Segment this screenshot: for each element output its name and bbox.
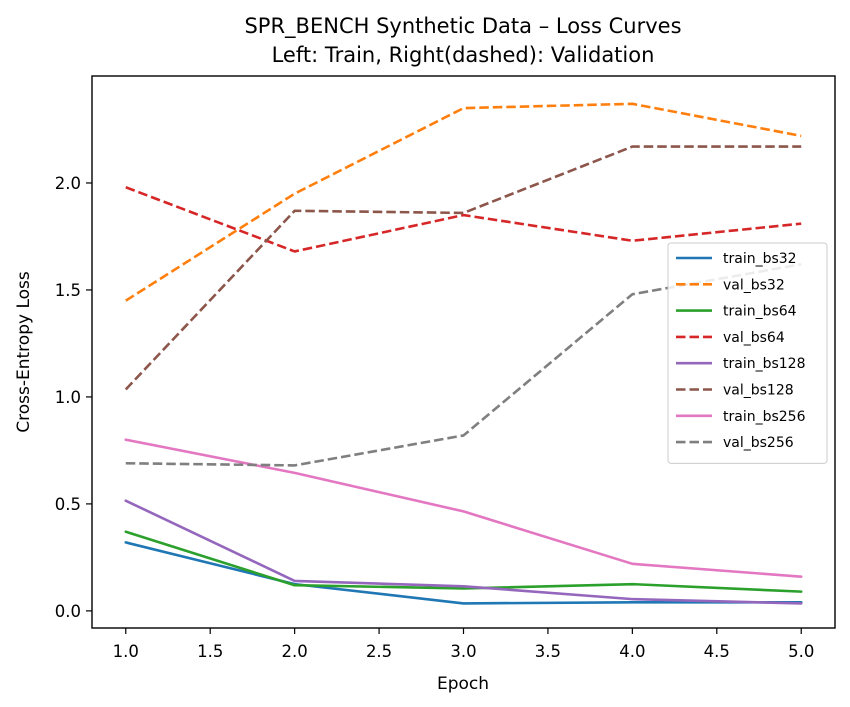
legend-label-train_bs128: train_bs128 [723, 356, 806, 372]
y-tick-label: 0.5 [55, 495, 81, 514]
legend-label-val_bs256: val_bs256 [723, 435, 794, 451]
data-point-val_bs128-3 [462, 212, 465, 215]
legend-label-val_bs64: val_bs64 [723, 330, 785, 346]
data-point-train_bs32-3 [462, 602, 465, 605]
y-tick-label: 1.0 [55, 388, 81, 407]
series-line-train_bs32 [124, 541, 803, 605]
legend-label-train_bs64: train_bs64 [723, 304, 797, 320]
data-point-val_bs64-1 [124, 186, 127, 189]
data-point-val_bs128-4 [631, 145, 634, 148]
series-line-val_bs64 [125, 186, 802, 253]
data-point-val_bs64-5 [800, 222, 803, 225]
data-point-train_bs128-4 [631, 598, 634, 601]
data-point-val_bs32-2 [293, 192, 296, 195]
series-line-val_bs128 [124, 145, 802, 391]
data-point-val_bs128-1 [124, 388, 127, 391]
data-point-train_bs256-5 [800, 575, 803, 578]
data-point-val_bs32-4 [631, 103, 634, 106]
data-point-train_bs64-1 [124, 530, 127, 533]
data-point-train_bs128-5 [800, 602, 803, 605]
data-point-val_bs256-3 [462, 434, 465, 437]
data-point-train_bs64-5 [800, 590, 803, 593]
y-tick-label: 1.5 [55, 281, 81, 300]
x-tick-label: 3.5 [535, 642, 561, 661]
legend-label-val_bs32: val_bs32 [723, 277, 785, 293]
series-line-val_bs256 [125, 262, 802, 467]
data-point-val_bs64-2 [293, 250, 296, 253]
series-line-train_bs256 [124, 438, 803, 578]
chart-title: SPR_BENCH Synthetic Data – Loss Curves [244, 14, 681, 39]
series-line-train_bs128 [124, 499, 803, 605]
x-tick-label: 4.5 [704, 642, 730, 661]
series-line-train_bs64 [124, 530, 803, 593]
data-point-train_bs256-3 [462, 510, 465, 513]
data-point-val_bs32-3 [462, 107, 465, 110]
data-point-val_bs256-2 [293, 464, 296, 467]
data-point-val_bs256-1 [124, 462, 127, 465]
data-point-train_bs256-4 [631, 563, 634, 566]
y-tick-label: 0.0 [55, 602, 81, 621]
data-point-val_bs32-5 [800, 135, 803, 138]
series-layer [124, 102, 803, 605]
chart-subtitle: Left: Train, Right(dashed): Validation [272, 43, 655, 67]
data-point-train_bs32-1 [124, 541, 127, 544]
series-line-val_bs32 [125, 102, 802, 302]
data-point-train_bs64-4 [631, 583, 634, 586]
x-tick-label: 1.0 [113, 642, 139, 661]
data-point-train_bs256-2 [293, 472, 296, 475]
data-point-train_bs256-1 [124, 438, 127, 441]
data-point-train_bs128-1 [124, 499, 127, 502]
x-axis-label: Epoch [437, 674, 489, 694]
x-tick-label: 1.5 [197, 642, 223, 661]
legend-box [667, 242, 828, 464]
data-point-train_bs128-3 [462, 585, 465, 588]
data-point-val_bs256-4 [631, 293, 634, 296]
x-axis-ticks: 1.0 1.5 2.0 2.5 3.0 3.5 4.0 4.5 5.0 [113, 628, 814, 661]
y-tick-label: 2.0 [55, 174, 81, 193]
data-point-val_bs32-1 [124, 299, 127, 302]
legend-label-val_bs128: val_bs128 [723, 383, 794, 399]
data-point-train_bs128-2 [293, 580, 296, 583]
data-point-val_bs128-5 [800, 145, 803, 148]
legend-label-train_bs256: train_bs256 [723, 409, 806, 425]
data-point-train_bs32-4 [631, 601, 634, 604]
x-tick-label: 4.0 [619, 642, 645, 661]
x-tick-label: 2.0 [282, 642, 308, 661]
data-point-val_bs64-4 [631, 239, 634, 242]
y-axis-label: Cross-Entropy Loss [14, 271, 34, 433]
y-axis-ticks: 0.0 0.5 1.0 1.5 2.0 [55, 174, 92, 621]
legend-label-train_bs32: train_bs32 [723, 251, 797, 267]
x-tick-label: 5.0 [788, 642, 814, 661]
data-point-train_bs64-2 [293, 584, 296, 587]
data-point-val_bs128-2 [293, 209, 296, 212]
x-tick-label: 3.0 [450, 642, 476, 661]
legend: train_bs32 val_bs32 train_bs64 val_bs64trai… [667, 242, 828, 464]
x-tick-label: 2.5 [366, 642, 392, 661]
